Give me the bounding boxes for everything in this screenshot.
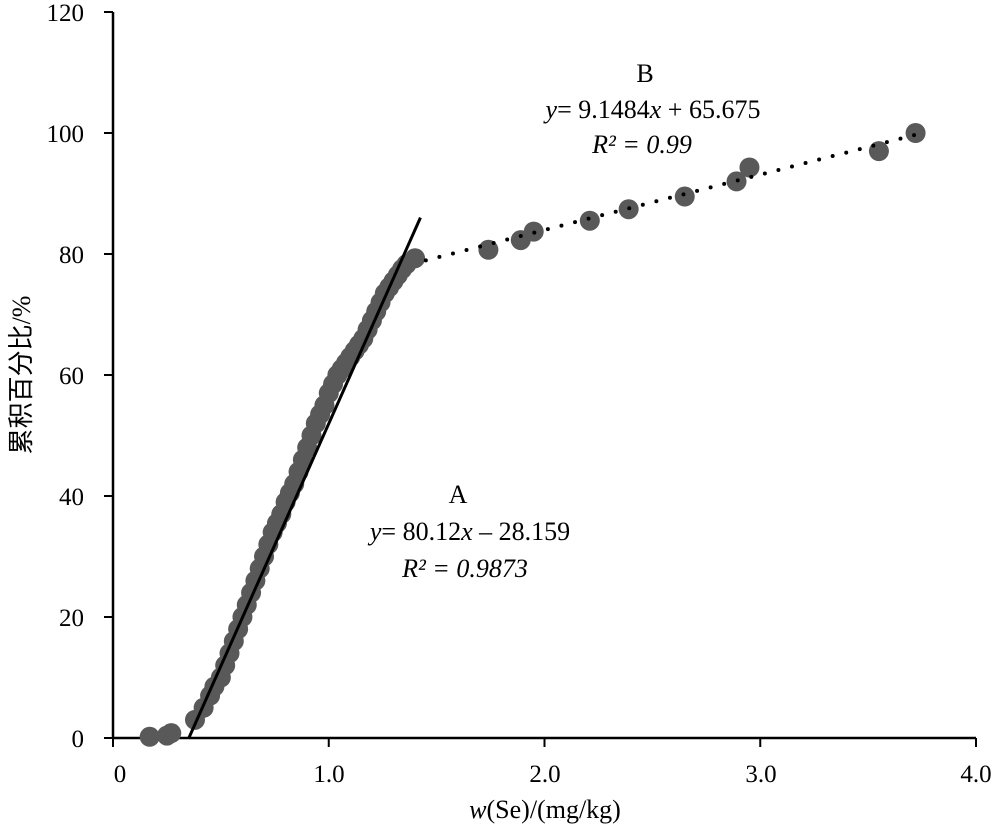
x-tick-label: 2.0 bbox=[529, 761, 560, 788]
data-point bbox=[868, 141, 889, 162]
y-tick-label: 100 bbox=[47, 121, 85, 148]
fit-line-a bbox=[187, 217, 422, 740]
y-tick-label: 40 bbox=[59, 484, 84, 511]
y-tick-label: 60 bbox=[59, 363, 84, 390]
data-point bbox=[739, 157, 760, 178]
fit-lines bbox=[187, 131, 922, 740]
fit-b-label: B bbox=[636, 59, 653, 88]
y-tick-label: 20 bbox=[59, 605, 84, 632]
y-tick-marks bbox=[104, 11, 113, 739]
y-tick-label: 120 bbox=[47, 0, 85, 27]
x-tick-label: 3.0 bbox=[745, 761, 776, 788]
x-tick-label: 1.0 bbox=[313, 761, 344, 788]
fit-a-equation: y= 80.12x – 28.159 bbox=[367, 517, 570, 546]
y-tick-label: 0 bbox=[72, 726, 85, 753]
data-point bbox=[161, 723, 182, 744]
fit-b-equation: y= 9.1484x + 65.675 bbox=[543, 95, 761, 124]
x-tick-marks bbox=[112, 738, 977, 747]
fit-a-label: A bbox=[449, 480, 468, 509]
fit-a-r2: R² = 0.9873 bbox=[401, 554, 528, 583]
data-point bbox=[674, 186, 695, 207]
data-points bbox=[139, 123, 926, 747]
y-axis-title: 累积百分比/% bbox=[7, 296, 36, 455]
x-axis-title: w(Se)/(mg/kg) bbox=[469, 795, 621, 824]
data-point bbox=[579, 210, 600, 231]
data-point bbox=[405, 248, 426, 269]
x-tick-label: 4.0 bbox=[960, 761, 991, 788]
fit-line-b bbox=[423, 131, 922, 263]
x-tick-label: 0 bbox=[114, 761, 127, 788]
fit-b-r2: R² = 0.99 bbox=[591, 130, 692, 159]
data-point bbox=[139, 726, 160, 747]
data-point bbox=[905, 123, 926, 143]
y-tick-label: 80 bbox=[59, 242, 84, 269]
